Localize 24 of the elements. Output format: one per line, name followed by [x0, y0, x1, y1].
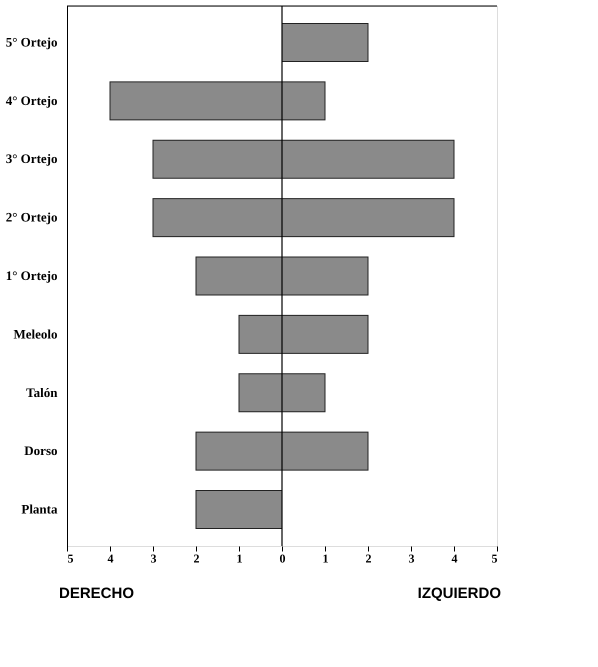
x-tick-label: 4 — [108, 552, 114, 566]
bar — [196, 490, 282, 529]
x-tick-label: 1 — [236, 552, 242, 566]
x-tick-label: 5 — [68, 552, 74, 566]
x-tick-label: 4 — [452, 552, 458, 566]
y-tick-label: Dorso — [24, 443, 58, 458]
y-tick-label: 2° Ortejo — [6, 210, 58, 225]
x-tick-label: 1 — [322, 552, 328, 566]
y-tick-label: Meleolo — [13, 326, 58, 342]
x-tick-label: 0 — [280, 552, 286, 566]
y-tick-label: 1° Ortejo — [6, 268, 58, 283]
y-tick-label: 3° Ortejo — [6, 151, 58, 166]
y-tick-label: 4° Ortejo — [6, 92, 58, 108]
text: DERECHO — [59, 585, 134, 602]
x-tick-label: 2 — [366, 552, 372, 566]
y-tick-label: Talón — [26, 384, 58, 400]
x-tick-label: 3 — [408, 552, 414, 566]
text: IZQUIERDO — [418, 585, 502, 602]
y-tick-label: 5° Ortejo — [6, 34, 58, 50]
y-tick-label: Planta — [21, 502, 58, 517]
bar — [282, 23, 368, 62]
x-tick-label: 2 — [194, 552, 200, 566]
x-tick-label: 5 — [492, 552, 498, 566]
x-tick-label: 3 — [150, 552, 156, 566]
